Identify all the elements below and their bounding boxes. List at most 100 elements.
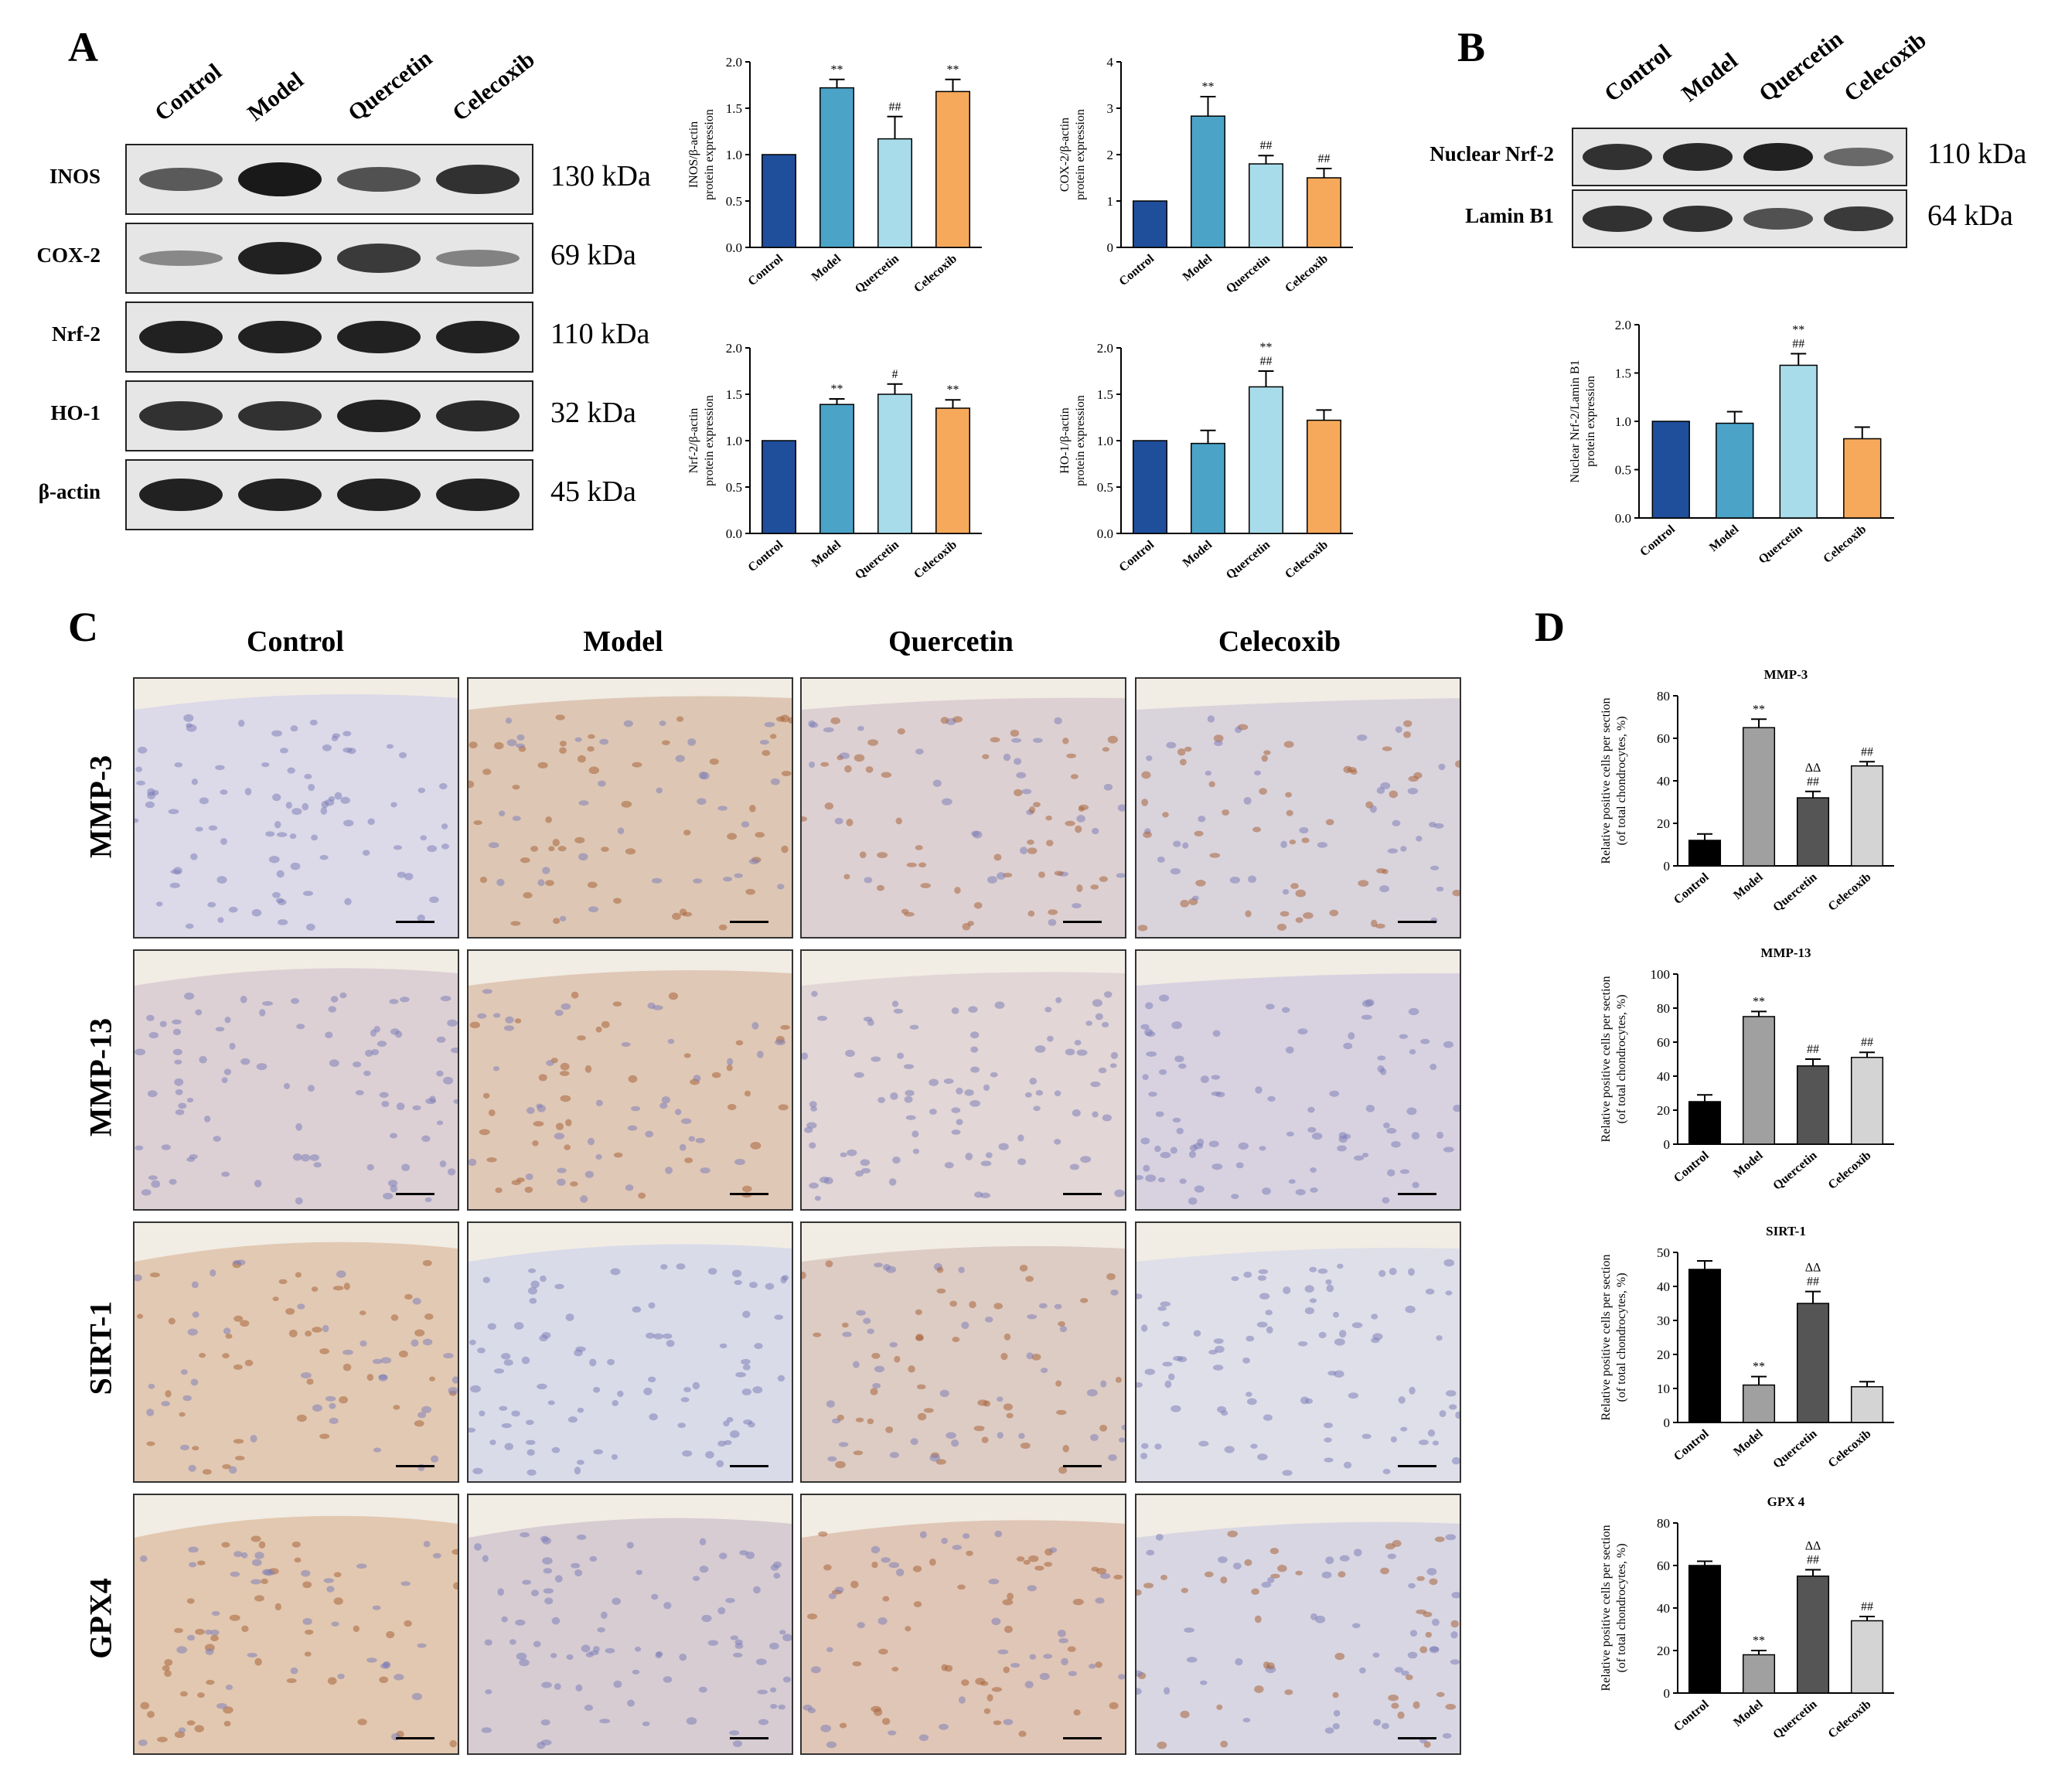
ihc-cell — [969, 1099, 981, 1107]
ihc-cell — [311, 1286, 319, 1292]
ihc-cell — [1141, 1443, 1149, 1450]
ihc-cell — [469, 1427, 476, 1433]
y-tick-label: 1.0 — [726, 434, 742, 448]
ihc-cell — [802, 816, 807, 822]
ihc-section-image — [800, 1221, 1126, 1483]
ihc-cell — [343, 1283, 350, 1290]
bar — [762, 154, 796, 248]
blot-band — [139, 478, 223, 512]
significance-label: ΔΔ — [1805, 1540, 1821, 1553]
scale-bar — [396, 1193, 434, 1195]
ihc-cell — [359, 1310, 366, 1316]
ihc-cell — [1329, 909, 1339, 917]
ihc-superficial-zone — [1136, 1223, 1460, 1262]
ihc-cell — [734, 1158, 745, 1166]
ihc-cell — [190, 1378, 199, 1386]
ihc-cell — [1035, 1090, 1044, 1096]
ihc-cell — [980, 1192, 991, 1198]
ihc-cell — [951, 1129, 961, 1135]
ihc-cell — [806, 1122, 817, 1129]
ihc-cell — [157, 1736, 168, 1743]
ihc-cell — [301, 1372, 312, 1379]
ihc-cell — [1295, 1570, 1303, 1576]
ihc-cell — [557, 1167, 567, 1174]
ihc-cell — [382, 1661, 391, 1669]
ihc-cell — [1058, 1637, 1068, 1644]
ihc-cell — [477, 1013, 487, 1019]
bar — [1796, 797, 1830, 867]
ihc-cell — [757, 1689, 768, 1695]
ihc-cell — [672, 912, 681, 920]
ihc-cell — [272, 793, 281, 802]
ihc-cell — [680, 1397, 690, 1402]
ihc-cell — [730, 1635, 738, 1640]
ihc-cell — [1254, 770, 1262, 775]
ihc-cell — [666, 1340, 675, 1347]
ihc-cell — [580, 1195, 588, 1203]
ihc-cell — [1391, 1702, 1399, 1709]
ihc-cell — [748, 858, 760, 864]
ihc-cell — [284, 1082, 291, 1089]
blot-band — [436, 478, 520, 512]
ihc-cell — [718, 1552, 728, 1559]
ihc-cell — [174, 1078, 184, 1086]
ihc-cell — [560, 1062, 570, 1071]
y-axis-label: HO-1/β-actin — [1058, 407, 1072, 473]
ihc-cell — [1400, 846, 1407, 852]
ihc-cell — [735, 1371, 746, 1378]
significance-label: ** — [1260, 341, 1273, 354]
ihc-cell — [867, 1019, 874, 1027]
ihc-cell — [1092, 1111, 1099, 1118]
ihc-cell — [397, 871, 406, 878]
ihc-cell — [261, 1578, 268, 1585]
ihc-cell — [326, 1586, 335, 1593]
significance-label: ** — [1753, 703, 1765, 716]
ihc-cell — [554, 1683, 561, 1690]
ihc-cell — [312, 1327, 322, 1333]
ihc-cell — [565, 1119, 572, 1126]
ihc-cell — [970, 1066, 980, 1073]
significance-label: ** — [831, 383, 843, 396]
ihc-cell — [386, 1630, 395, 1639]
ihc-cell — [1166, 741, 1177, 749]
x-tick-label: Model — [1181, 538, 1215, 570]
ihc-cell — [741, 1388, 751, 1395]
ihc-cell — [272, 1296, 279, 1302]
ihc-cell — [1436, 1335, 1443, 1341]
ihc-cell — [559, 1071, 570, 1076]
ihc-cell — [628, 1075, 638, 1083]
x-tick-label: Model — [809, 252, 844, 284]
y-tick-label: 60 — [1657, 1559, 1670, 1573]
ihc-cell — [1140, 1137, 1150, 1145]
ihc-cell — [852, 1661, 862, 1667]
ihc-cell — [631, 1106, 641, 1112]
ihc-cell — [574, 836, 585, 844]
ihc-cell — [944, 1162, 954, 1169]
ihc-cell — [993, 1303, 1003, 1310]
ihc-cell — [665, 1167, 673, 1174]
ihc-cell — [1432, 1440, 1440, 1446]
ihc-cell — [1098, 1067, 1107, 1074]
y-axis-label: protein expression — [703, 395, 716, 486]
ihc-cell — [1004, 1333, 1011, 1341]
ihc-cell — [1295, 1189, 1306, 1196]
ihc-cell — [1429, 865, 1440, 870]
ihc-cell — [1332, 1722, 1340, 1730]
x-tick-label: Celecoxib — [912, 538, 959, 580]
ihc-cell — [1338, 1132, 1348, 1140]
ihc-cell — [748, 1282, 758, 1289]
ihc-cell — [1137, 925, 1148, 932]
ihc-cell — [1259, 1146, 1266, 1151]
y-tick-label: 0.5 — [726, 194, 742, 209]
ihc-cell — [295, 1272, 302, 1278]
ihc-cell — [734, 1639, 743, 1646]
y-tick-label: 60 — [1657, 731, 1670, 746]
ihc-cell — [779, 1630, 786, 1635]
ihc-cell — [1007, 1593, 1014, 1600]
ihc-cell — [700, 1167, 710, 1174]
ihc-cell — [520, 1532, 530, 1538]
ihc-cell — [765, 1283, 775, 1290]
ihc-cell — [1407, 788, 1419, 795]
ihc-cell — [1054, 1139, 1061, 1145]
ihc-cell — [186, 1634, 196, 1641]
